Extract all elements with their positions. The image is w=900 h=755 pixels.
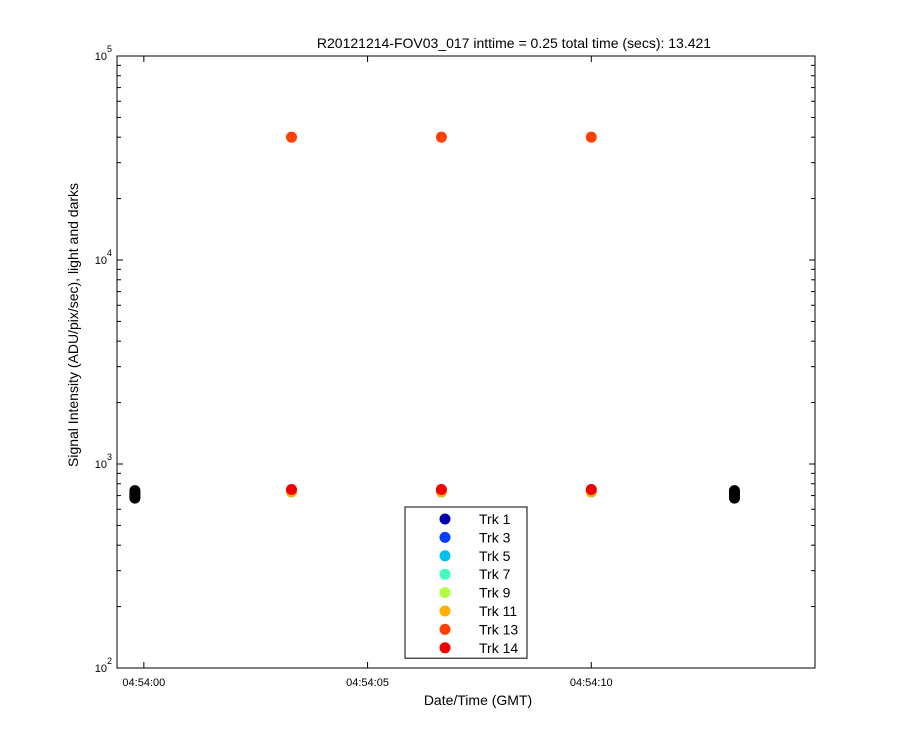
legend-label: Trk 13 <box>479 621 518 637</box>
y-tick-label: 10 <box>95 51 107 63</box>
data-point <box>435 131 447 143</box>
legend-marker <box>439 513 451 525</box>
y-tick-exponent: 5 <box>107 44 112 54</box>
y-axis-label: Signal Intensity (ADU/pix/sec), light an… <box>65 183 81 467</box>
y-tick-exponent: 4 <box>107 248 112 258</box>
legend-marker <box>439 623 451 635</box>
legend: Trk 1 Trk 3 Trk 5 Trk 7 Trk 9 Trk 11 Trk 13 Trk… <box>404 506 528 659</box>
legend-marker <box>439 642 451 654</box>
legend-marker <box>439 550 451 562</box>
legend-label: Trk 3 <box>479 529 511 545</box>
legend-marker <box>439 587 451 599</box>
x-axis-label: Date/Time (GMT) <box>424 692 532 708</box>
legend-box <box>404 506 528 659</box>
y-tick-label: 10 <box>95 459 107 471</box>
data-point <box>585 131 597 143</box>
y-tick-exponent: 3 <box>107 452 112 462</box>
y-tick-label: 10 <box>95 255 107 267</box>
dark-point <box>728 485 740 497</box>
legend-label: Trk 7 <box>479 566 511 582</box>
chart-title: R20121214-FOV03_017 inttime = 0.25 total… <box>317 35 711 51</box>
x-tick-label: 04:54:10 <box>570 677 613 689</box>
legend-marker <box>439 568 451 580</box>
dark-point <box>129 485 141 497</box>
legend-marker <box>439 605 451 617</box>
data-point <box>286 131 297 143</box>
x-tick-label: 04:54:05 <box>346 677 389 689</box>
legend-label: Trk 14 <box>479 640 518 656</box>
data-points <box>129 131 740 504</box>
data-point <box>585 483 597 495</box>
legend-label: Trk 1 <box>479 511 511 527</box>
y-tick-label: 10 <box>95 663 107 675</box>
x-tick-label: 04:54:00 <box>122 677 165 689</box>
y-tick-exponent: 2 <box>107 656 112 666</box>
data-point <box>286 483 297 495</box>
legend-marker <box>439 531 451 543</box>
legend-label: Trk 11 <box>479 603 517 619</box>
legend-label: Trk 5 <box>479 548 511 564</box>
legend-label: Trk 9 <box>479 585 511 601</box>
data-point <box>435 483 447 495</box>
